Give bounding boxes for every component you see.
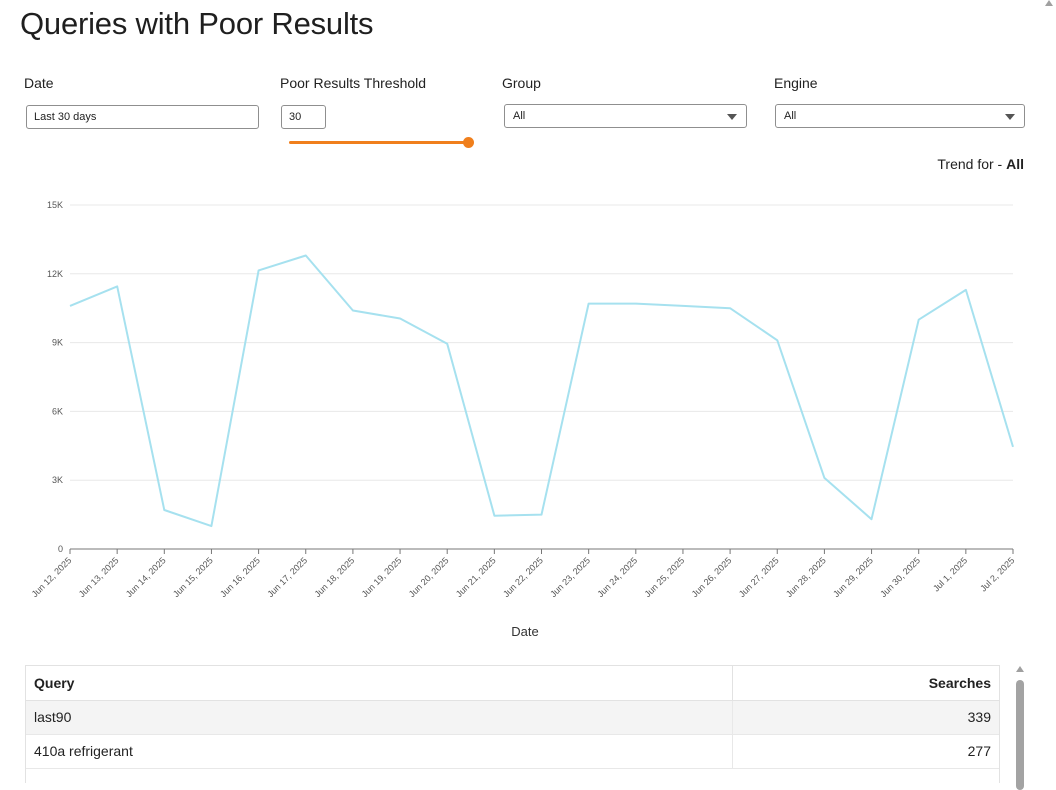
trend-prefix: Trend for - (937, 156, 1007, 172)
x-tick-label: Jun 28, 2025 (784, 555, 828, 599)
y-tick-label: 12K (47, 269, 63, 279)
y-tick-label: 9K (52, 338, 63, 348)
threshold-label: Poor Results Threshold (280, 75, 427, 91)
engine-filter-label: Engine (774, 75, 818, 91)
y-tick-label: 6K (52, 406, 63, 416)
x-tick-label: Jun 30, 2025 (878, 555, 922, 599)
y-tick-label: 0 (58, 544, 63, 554)
date-filter-label: Date (24, 75, 54, 91)
x-tick-label: Jun 25, 2025 (642, 555, 686, 599)
x-tick-label: Jun 18, 2025 (312, 555, 356, 599)
table-scrollbar-thumb[interactable] (1016, 680, 1024, 790)
trend-value: All (1006, 156, 1024, 172)
x-axis-title: Date (511, 624, 538, 639)
searches-cell: 339 (732, 700, 999, 735)
group-select[interactable]: All (504, 104, 747, 128)
date-range-input[interactable]: Last 30 days (26, 105, 259, 129)
chevron-down-icon (1005, 114, 1015, 120)
engine-select-value: All (784, 110, 797, 122)
y-tick-label: 3K (52, 475, 63, 485)
engine-select[interactable]: All (775, 104, 1025, 128)
x-tick-label: Jun 23, 2025 (548, 555, 592, 599)
scroll-up-arrow-icon[interactable] (1016, 666, 1024, 672)
page-title: Queries with Poor Results (20, 6, 374, 41)
x-tick-label: Jun 17, 2025 (265, 555, 309, 599)
trend-series-line (69, 254, 1014, 528)
x-tick-label: Jun 29, 2025 (831, 555, 875, 599)
searches-cell: 277 (732, 734, 999, 769)
table-row[interactable]: last90 339 (26, 700, 999, 735)
x-tick-label: Jun 21, 2025 (454, 555, 498, 599)
table-scrollbar[interactable] (1014, 666, 1026, 790)
x-tick-label: Jun 19, 2025 (360, 555, 404, 599)
poor-results-table: Query Searches last90 339 410a refrigera… (25, 665, 1000, 783)
x-tick-label: Jul 1, 2025 (931, 555, 969, 593)
page-scroll-up-arrow-icon[interactable] (1045, 0, 1053, 6)
x-tick-label: Jun 16, 2025 (218, 555, 262, 599)
x-tick-label: Jul 2, 2025 (978, 555, 1016, 593)
threshold-input[interactable]: 30 (281, 105, 326, 129)
y-tick-label: 15K (47, 200, 63, 210)
query-cell: 410a refrigerant (26, 734, 733, 769)
x-tick-label: Jun 12, 2025 (30, 555, 74, 599)
x-tick-label: Jun 14, 2025 (124, 555, 168, 599)
x-tick-label: Jun 13, 2025 (77, 555, 121, 599)
x-tick-label: Jun 24, 2025 (595, 555, 639, 599)
chevron-down-icon (727, 114, 737, 120)
threshold-slider-handle[interactable] (463, 137, 474, 148)
group-select-value: All (513, 110, 526, 122)
query-cell: last90 (26, 700, 733, 735)
x-tick-label: Jun 15, 2025 (171, 555, 215, 599)
x-tick-label: Jun 22, 2025 (501, 555, 545, 599)
x-tick-label: Jun 27, 2025 (737, 555, 781, 599)
x-tick-label: Jun 26, 2025 (690, 555, 734, 599)
column-header-searches[interactable]: Searches (732, 666, 999, 701)
threshold-slider-track[interactable] (289, 141, 469, 144)
trend-caption: Trend for - All (937, 156, 1024, 172)
table-row[interactable]: 410a refrigerant 277 (26, 734, 999, 769)
x-tick-label: Jun 20, 2025 (407, 555, 451, 599)
column-header-query[interactable]: Query (26, 666, 733, 701)
group-filter-label: Group (502, 75, 541, 91)
